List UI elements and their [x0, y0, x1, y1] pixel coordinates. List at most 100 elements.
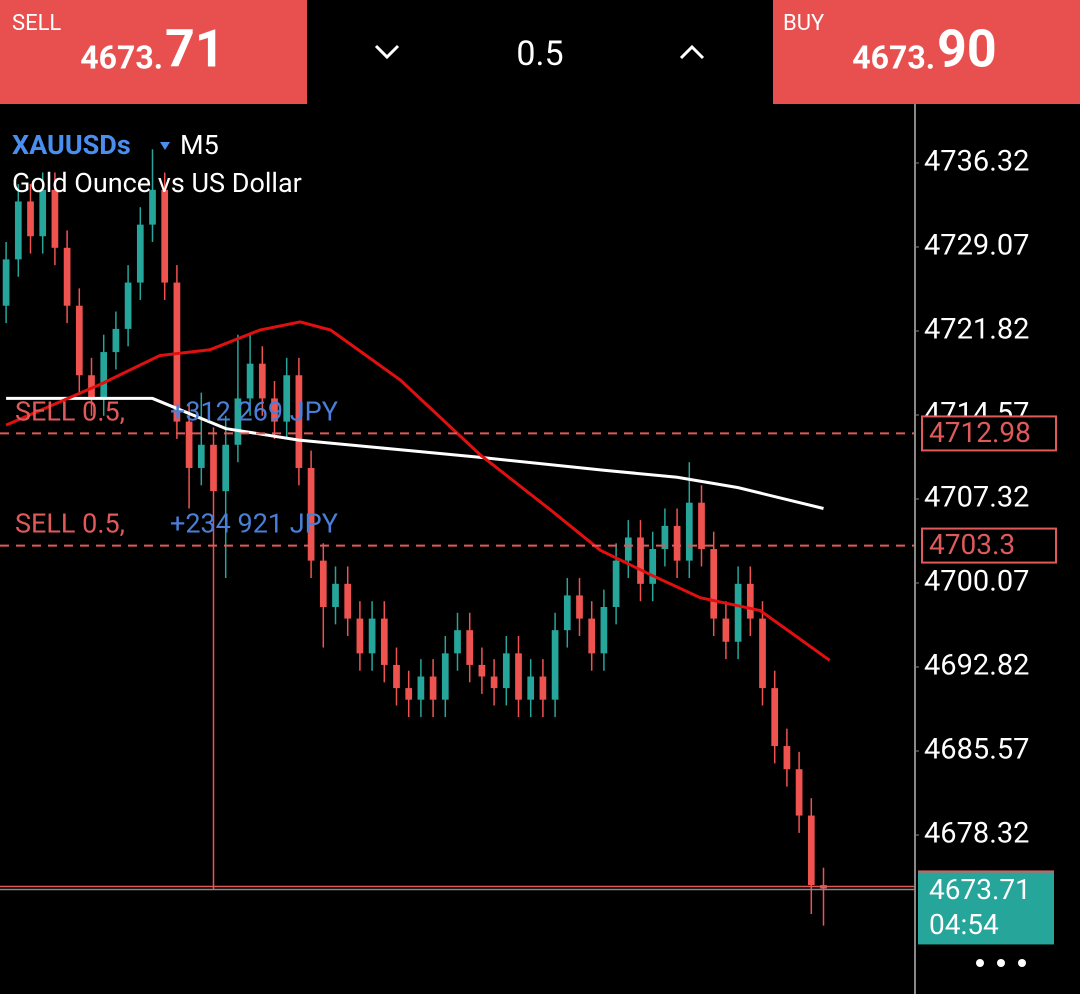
candle-body	[14, 201, 22, 260]
candle-body	[368, 618, 376, 654]
position-label: SELL 0.5,	[15, 396, 125, 428]
candle-body	[2, 259, 10, 306]
chart-layer: SELL 0.5, +312 269 JPY SELL 0.5, +234 921 J…	[0, 149, 919, 926]
candle-body	[502, 653, 510, 689]
candle-body	[441, 653, 449, 700]
candle-body	[490, 676, 498, 689]
buy-price-big: 90	[937, 19, 997, 80]
candle-body	[210, 444, 217, 492]
candle-body	[307, 467, 315, 561]
candle-body	[283, 375, 291, 422]
candle-body	[551, 630, 559, 700]
candle-body	[734, 583, 742, 642]
candle-body	[600, 606, 608, 654]
candle-body	[380, 618, 388, 665]
candle-body	[588, 618, 596, 654]
sell-price-main: 4673.	[80, 38, 163, 76]
buy-button[interactable]: BUY 4673. 90	[773, 0, 1080, 104]
sell-label: SELL	[12, 11, 61, 36]
y-tick-label: 4721.82	[924, 313, 1029, 347]
candle-body	[356, 618, 364, 654]
candle-body	[612, 560, 620, 607]
candle-body	[698, 502, 705, 550]
timeframe[interactable]: M5	[180, 129, 219, 161]
candle-body	[795, 769, 803, 816]
candle-body	[478, 664, 486, 677]
candle-body	[332, 583, 339, 607]
candle-body	[197, 444, 205, 468]
sell-button[interactable]: SELL 4673. 71	[0, 0, 307, 104]
candle-body	[51, 189, 59, 248]
candle-body	[466, 630, 474, 665]
position-label: SELL 0.5,	[15, 508, 125, 540]
candle-body	[112, 328, 120, 353]
y-tick-label: 4736.32	[924, 145, 1029, 179]
symbol[interactable]: XAUUSDs	[12, 129, 131, 161]
lot-background	[308, 0, 772, 104]
candle-body	[161, 189, 169, 283]
candle-body	[746, 583, 754, 619]
candle-body	[637, 537, 644, 584]
more-dot[interactable]	[1018, 959, 1026, 967]
more-dot[interactable]	[976, 959, 984, 967]
candle-body	[710, 549, 718, 619]
lot-panel: 0.5	[308, 0, 772, 104]
candle-body	[222, 444, 230, 492]
buy-label: BUY	[783, 11, 825, 36]
candle-body	[783, 746, 791, 770]
more-dot[interactable]	[997, 959, 1005, 967]
candle-body	[527, 676, 535, 700]
symbol-description: Gold Ounce vs US Dollar	[12, 167, 302, 199]
candle-body	[539, 676, 547, 700]
candle-body	[344, 583, 352, 619]
position-price: 4703.3	[929, 528, 1015, 561]
current-price: 4673.71	[929, 873, 1031, 906]
current-price-box	[918, 870, 1054, 945]
moving-average	[6, 396, 824, 510]
candle-body	[454, 630, 461, 654]
lot-size[interactable]: 0.5	[516, 34, 563, 74]
candle-body	[39, 189, 47, 237]
position-profit: +234 921 JPY	[170, 508, 338, 540]
y-tick-label: 4700.07	[924, 565, 1029, 599]
candle-body	[563, 595, 571, 631]
symbol-dropdown[interactable]	[160, 142, 170, 150]
candle-body	[75, 305, 83, 376]
moving-average	[5, 320, 831, 662]
candle-body	[393, 664, 400, 689]
candle-body	[771, 688, 779, 747]
candle-body	[576, 595, 583, 619]
lot-increase[interactable]	[679, 44, 705, 60]
candle-body	[759, 618, 766, 689]
sell-panel[interactable]	[0, 0, 307, 104]
y-tick-label: 4678.32	[924, 817, 1029, 851]
position-price: 4712.98	[929, 416, 1031, 449]
candle-body	[405, 688, 413, 700]
candle-body	[685, 502, 693, 561]
candle-body	[429, 676, 437, 700]
candle-body	[673, 525, 681, 561]
y-tick-label: 4685.57	[924, 733, 1029, 767]
candle-body	[515, 653, 522, 700]
countdown: 04:54	[929, 908, 999, 941]
y-tick-label: 4692.82	[924, 649, 1029, 683]
candle-body	[234, 398, 242, 445]
candle-body	[63, 247, 71, 306]
candle-body	[417, 676, 425, 700]
candle-body	[649, 549, 657, 584]
lot-decrease[interactable]	[374, 44, 400, 60]
candle-body	[319, 560, 327, 607]
candle-body	[271, 398, 278, 422]
candle-body	[258, 363, 266, 399]
sell-price-big: 71	[165, 19, 225, 80]
buy-price-main: 4673.	[852, 38, 935, 76]
buy-panel[interactable]	[773, 0, 1080, 104]
position-profit: +312 269 JPY	[170, 396, 338, 428]
candle-body	[100, 352, 108, 399]
position-price-box	[921, 415, 1057, 452]
candle-body	[246, 363, 254, 399]
candle-body	[149, 189, 156, 225]
